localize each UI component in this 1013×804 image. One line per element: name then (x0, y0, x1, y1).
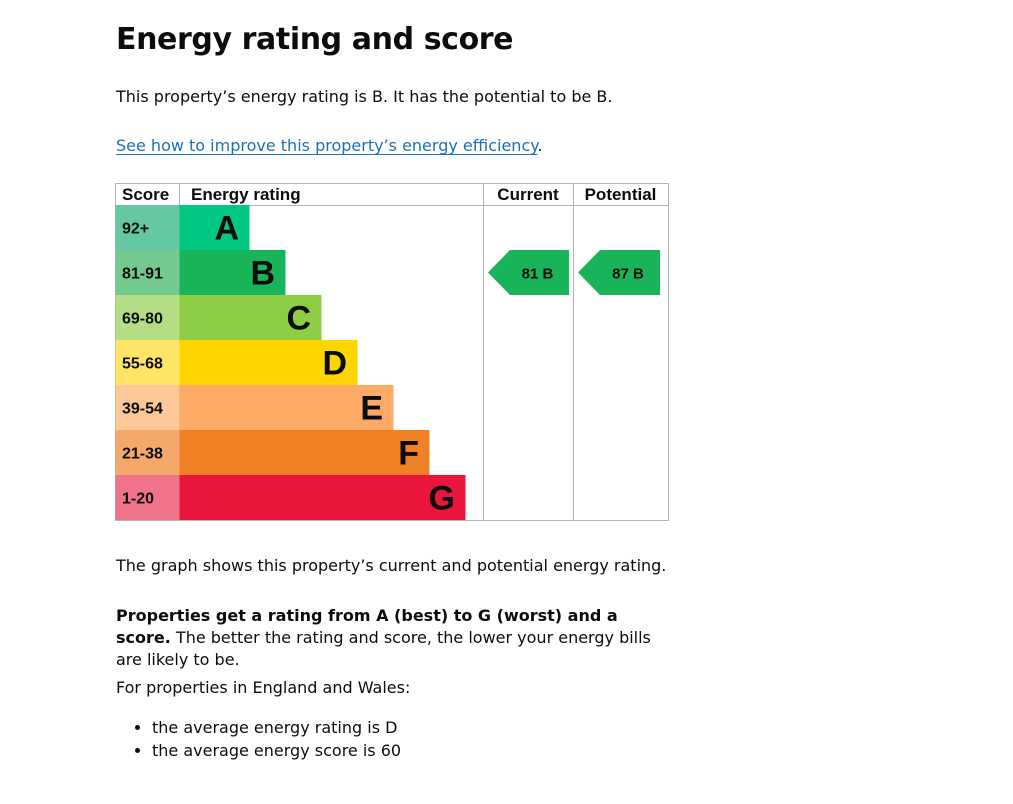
average-score-item: the average energy score is 60 (152, 739, 401, 762)
score-cell-e (115, 385, 180, 430)
current-arrow (488, 250, 569, 295)
band-letter-f: F (398, 435, 419, 473)
score-range-c: 69-80 (122, 311, 163, 328)
band-bar-a (179, 205, 250, 250)
score-cell-a (115, 205, 180, 250)
averages-list: the average energy rating is D the avera… (116, 716, 401, 762)
ratings-rest-text: The better the rating and score, the low… (116, 628, 651, 669)
graph-caption: The graph shows this property’s current … (116, 556, 667, 575)
england-wales-intro: For properties in England and Wales: (116, 678, 411, 697)
score-range-b: 81-91 (122, 266, 163, 283)
band-letter-g: G (429, 480, 455, 518)
band-bar-f (179, 430, 430, 475)
header-current: Current (497, 185, 559, 204)
band-bar-g (179, 475, 466, 520)
band-letter-e: E (360, 390, 383, 428)
rating-summary: This property’s energy rating is B. It h… (116, 87, 613, 106)
score-cell-b (115, 250, 180, 295)
band-bar-b (179, 250, 286, 295)
score-cell-d (115, 340, 180, 385)
ratings-bold-text: Properties get a rating from A (best) to… (116, 606, 618, 647)
current-rating-label: 81 B (522, 266, 554, 283)
potential-arrow (578, 250, 660, 295)
page-title: Energy rating and score (116, 22, 514, 57)
score-range-d: 55-68 (122, 356, 163, 373)
score-range-a: 92+ (122, 221, 149, 238)
energy-rating-graph: Score Energy rating Current Potential 92+ A 81… (115, 183, 669, 521)
header-energy-rating: Energy rating (191, 185, 301, 204)
link-suffix: . (537, 136, 543, 155)
header-score: Score (122, 185, 169, 204)
band-letter-a: A (214, 210, 239, 248)
band-bar-c (179, 295, 322, 340)
header-potential: Potential (585, 185, 657, 204)
band-bar-d (179, 340, 358, 385)
band-bar-e (179, 385, 394, 430)
score-range-g: 1-20 (122, 491, 154, 508)
average-rating-item: the average energy rating is D (152, 716, 401, 739)
band-letter-b: B (250, 255, 275, 293)
potential-rating-label: 87 B (612, 266, 644, 283)
score-cell-f (115, 430, 180, 475)
band-letter-d: D (322, 345, 347, 383)
band-letter-c: C (286, 300, 311, 338)
improve-efficiency-link[interactable]: See how to improve this property’s energ… (116, 136, 538, 155)
score-range-f: 21-38 (122, 446, 163, 463)
improve-link-line: See how to improve this property’s energ… (116, 135, 543, 157)
score-cell-g (115, 475, 180, 520)
ratings-explanation: Properties get a rating from A (best) to… (116, 605, 676, 671)
score-cell-c (115, 295, 180, 340)
score-range-e: 39-54 (122, 401, 163, 418)
